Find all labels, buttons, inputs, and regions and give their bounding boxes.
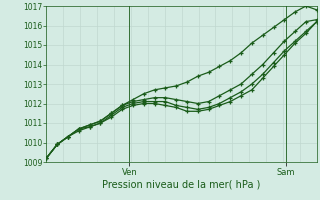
X-axis label: Pression niveau de la mer( hPa ): Pression niveau de la mer( hPa ) [102, 179, 261, 189]
